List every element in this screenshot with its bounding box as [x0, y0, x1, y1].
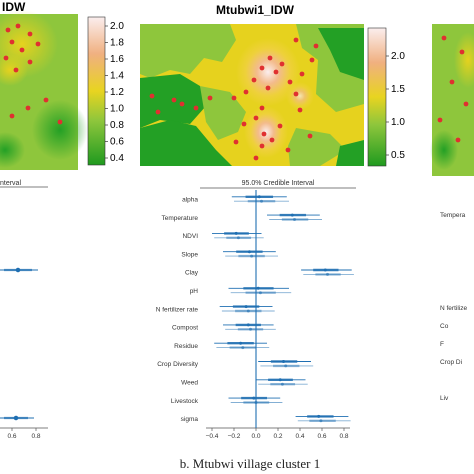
left-colorbar-tick-label: 0.4	[110, 153, 124, 164]
center-colorbar	[367, 27, 387, 167]
posterior-mean-point	[249, 327, 252, 331]
posterior-mean-point	[239, 341, 243, 345]
right-forest-row-label: N fertilize	[440, 305, 467, 312]
right-forest-row-label: F	[440, 341, 444, 348]
center-colorbar-tick-label: 2.0	[391, 51, 405, 62]
posterior-mean-point	[244, 305, 248, 309]
left-map-points	[3, 23, 63, 125]
panel-caption: b. Mtubwi village cluster 1	[180, 456, 320, 471]
posterior-mean-point	[256, 286, 260, 290]
forest-row-label: Clay	[185, 270, 199, 277]
left-colorbar-tick-label: 0.6	[110, 137, 124, 148]
posterior-mean-point	[280, 382, 284, 386]
forest-row-label: Crop Diversity	[157, 361, 199, 368]
forest-row-label: Temperature	[162, 215, 199, 222]
forest-row-label: NDVI	[182, 233, 198, 240]
forest-row-label: N fertilizer rate	[156, 306, 199, 313]
left-x-ticks: 0.6 0.8	[7, 428, 41, 440]
x-tick-label: 0.8	[339, 433, 348, 440]
center-colorbar-tick-label: 0.5	[391, 150, 405, 161]
posterior-mean-point	[258, 291, 262, 295]
posterior-mean-point	[293, 218, 296, 221]
left-interval-clay	[0, 267, 38, 273]
forest-row-label: alpha	[182, 197, 198, 204]
forest-rows: alpha Temperature NDVI Slope Clay pH N fertili…	[156, 195, 354, 423]
posterior-mean-point	[260, 199, 263, 203]
center-colorbar-ticks: 2.0 1.5 1.0 0.5	[386, 51, 405, 161]
left-colorbar	[87, 16, 106, 166]
right-idw-map	[430, 24, 474, 176]
left-map-title-fragment: IDW	[2, 0, 26, 14]
forest-row-label: Compost	[172, 325, 198, 332]
posterior-mean-point	[246, 309, 250, 313]
posterior-mean-point	[290, 213, 294, 217]
left-colorbar-tick-label: 1.8	[110, 38, 124, 49]
right-forest-row-label: Tempera	[440, 212, 466, 219]
x-tick-label: 0.0	[251, 433, 260, 440]
center-map-points	[149, 37, 319, 161]
left-forest-plot: nterval 0.6 0.8	[0, 180, 48, 440]
right-forest-row-label: Crop Di	[440, 359, 462, 366]
forest-row-label: Residue	[174, 343, 198, 350]
left-colorbar-ticks: 2.0 1.8 1.6 1.4 1.2 1.0 0.8 0.6 0.4	[105, 21, 124, 164]
right-map-points	[437, 35, 469, 143]
x-tick-label: −0.4	[206, 433, 219, 440]
posterior-mean-point	[247, 250, 251, 254]
x-tick-label: −0.2	[228, 433, 241, 440]
x-tick-label: 0.2	[273, 433, 282, 440]
posterior-mean-point	[278, 378, 282, 382]
posterior-mean-point	[250, 254, 254, 258]
center-forest-plot: 95.0% Credible Interval alpha Temperature…	[156, 180, 356, 440]
left-x-tick-label: 0.6	[7, 433, 16, 440]
posterior-mean-point	[252, 396, 256, 400]
posterior-mean-point	[319, 419, 323, 423]
center-map-title: Mtubwi1_IDW	[216, 3, 295, 17]
posterior-mean-point	[234, 231, 238, 235]
posterior-mean-point	[254, 401, 258, 404]
center-colorbar-tick-label: 1.5	[391, 84, 405, 95]
forest-plot-header: 95.0% Credible Interval	[242, 180, 315, 187]
forest-row-label: Slope	[181, 251, 198, 258]
posterior-mean-point	[257, 195, 261, 199]
left-idw-map	[0, 10, 88, 170]
right-forest-labels: Tempera N fertilize Co F Crop Di Liv	[440, 212, 467, 402]
x-tick-label: 0.4	[295, 433, 304, 440]
left-colorbar-tick-label: 1.2	[110, 87, 124, 98]
posterior-mean-point	[326, 272, 329, 276]
center-colorbar-tick-label: 1.0	[391, 117, 405, 128]
posterior-mean-point	[323, 268, 327, 272]
right-forest-row-label: Liv	[440, 395, 449, 402]
right-forest-row-label: Co	[440, 323, 449, 330]
left-interval-header: nterval	[0, 180, 21, 187]
posterior-mean-point	[317, 414, 321, 418]
posterior-mean-point	[282, 360, 285, 363]
posterior-mean-point	[284, 364, 288, 368]
forest-x-ticks: −0.4 −0.2 0.0 0.2 0.4 0.6 0.8	[206, 428, 349, 440]
left-x-tick-label: 0.8	[31, 433, 40, 440]
posterior-mean-point	[236, 236, 240, 240]
left-colorbar-tick-label: 1.6	[110, 54, 124, 65]
x-tick-label: 0.6	[317, 433, 326, 440]
posterior-mean-point	[241, 346, 245, 350]
forest-row-label: Livestock	[171, 398, 199, 405]
forest-row-label: Weed	[181, 380, 198, 387]
left-colorbar-tick-label: 1.4	[110, 71, 124, 82]
left-colorbar-tick-label: 0.8	[110, 120, 124, 131]
forest-row-label: sigma	[181, 416, 199, 423]
left-interval-sigma	[0, 415, 34, 421]
left-colorbar-tick-label: 1.0	[110, 104, 124, 115]
left-colorbar-tick-label: 2.0	[110, 21, 124, 32]
center-idw-map	[140, 24, 364, 166]
posterior-mean-point	[246, 323, 250, 327]
forest-row-label: pH	[190, 288, 199, 295]
